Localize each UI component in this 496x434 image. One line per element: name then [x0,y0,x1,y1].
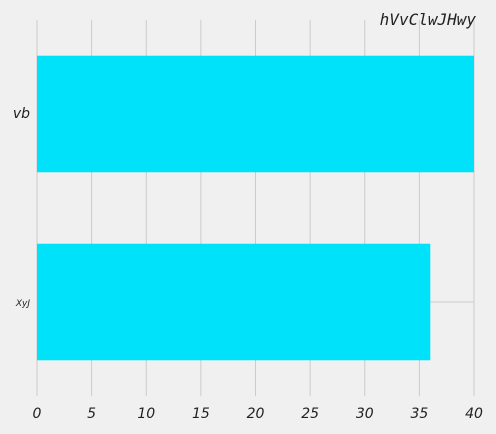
x-tick-label-7: 35 [410,406,428,422]
bars [37,55,474,361]
x-tick-labels: 0 5 10 15 20 25 30 35 40 [33,406,483,422]
x-tick-label-2: 10 [137,406,155,422]
x-tick-label-1: 5 [87,406,96,422]
y-tick-label-XyJ: XyJ [15,299,30,309]
bar-vb [37,55,474,173]
x-tick-label-8: 40 [465,406,483,422]
x-tick-label-3: 15 [192,406,210,422]
x-tick-label-5: 25 [301,406,319,422]
x-tick-label-0: 0 [33,406,42,422]
y-tick-labels: vb XyJ [13,106,31,309]
x-tick-label-4: 20 [247,406,265,422]
chart-title: hVvClwJHwy [379,10,476,29]
bar-XyJ [37,243,431,361]
y-tick-label-vb: vb [13,106,30,122]
x-tick-label-6: 30 [356,406,374,422]
